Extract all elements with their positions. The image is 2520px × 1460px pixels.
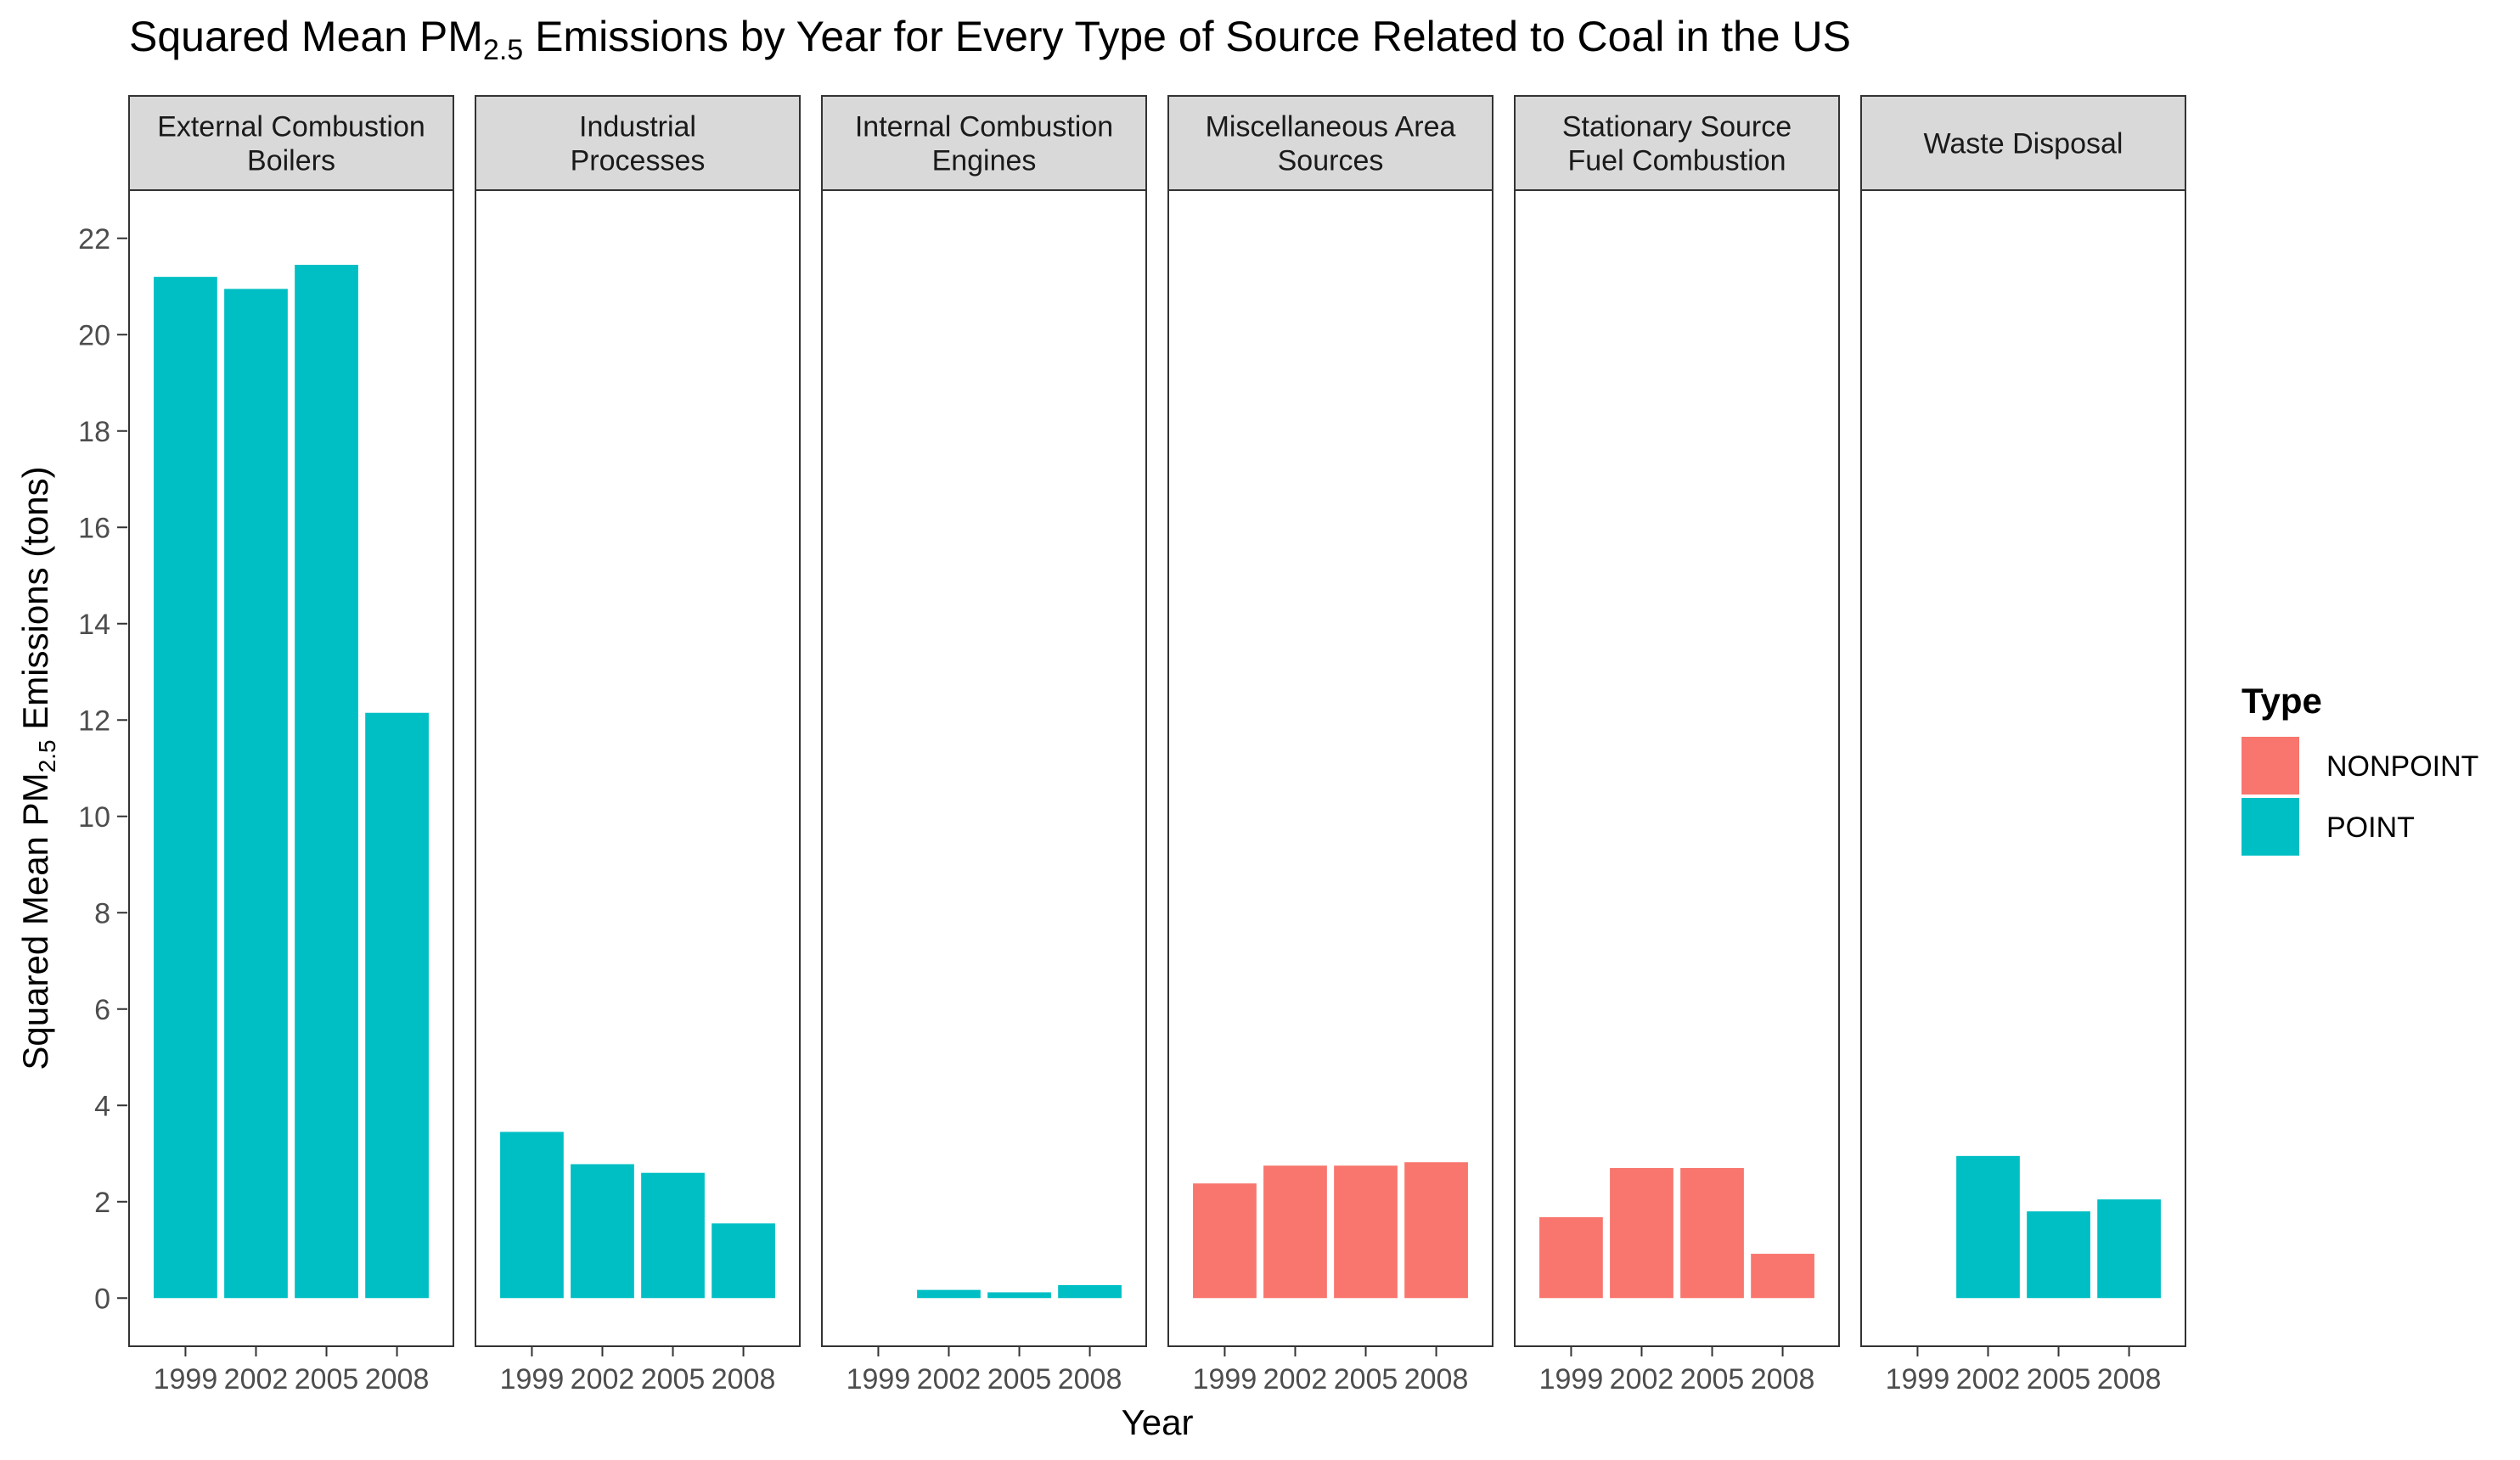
bar-point [2097, 1199, 2161, 1299]
facet-strip [1514, 95, 1840, 191]
bar-nonpoint [1334, 1165, 1398, 1299]
facet-label: Waste Disposal [1924, 128, 2123, 160]
x-tick-label: 1999 [1193, 1363, 1257, 1395]
x-tick-label: 1999 [154, 1363, 218, 1395]
x-tick-label: 2008 [1058, 1363, 1122, 1395]
y-tick-label: 20 [78, 319, 110, 351]
facet-label: Boilers [247, 145, 335, 177]
x-tick-label: 2005 [2027, 1363, 2091, 1395]
facet-panel [128, 189, 454, 1347]
legend-title: Type [2242, 681, 2322, 721]
x-tick-label: 2005 [987, 1363, 1052, 1395]
legend-key-nonpoint [2242, 737, 2299, 795]
facet-label: Processes [571, 145, 706, 177]
facet-strip [128, 95, 454, 191]
chart-title: Squared Mean PM2.5 Emissions by Year for… [129, 13, 1851, 66]
bar-nonpoint [1610, 1168, 1673, 1299]
facet-strip [1860, 95, 2186, 191]
facet-panel [821, 189, 1147, 1347]
y-tick-label: 8 [94, 897, 110, 929]
bar-point [712, 1223, 775, 1299]
x-tick-label: 1999 [500, 1363, 565, 1395]
bar-nonpoint [1539, 1216, 1603, 1299]
bar-nonpoint [1404, 1162, 1468, 1299]
y-axis-title: Squared Mean PM2.5 Emissions (tons) [15, 466, 60, 1070]
y-tick-label: 16 [78, 512, 110, 544]
bar-point [1956, 1155, 2020, 1299]
legend-key-point [2242, 798, 2299, 856]
y-tick-label: 18 [78, 416, 110, 448]
x-axis-title: Year [1122, 1402, 1194, 1442]
bar-point [641, 1172, 705, 1299]
y-tick-label: 0 [94, 1283, 110, 1315]
x-tick-label: 2002 [1263, 1363, 1328, 1395]
y-tick-label: 10 [78, 801, 110, 834]
facet-strip [1167, 95, 1493, 191]
x-tick-label: 2008 [712, 1363, 776, 1395]
facet-label: Fuel Combustion [1567, 145, 1786, 177]
facet-label: Sources [1278, 145, 1384, 177]
bar-nonpoint [1263, 1165, 1327, 1299]
facet-strip [821, 95, 1147, 191]
x-tick-label: 2002 [1610, 1363, 1674, 1395]
x-tick-label: 1999 [847, 1363, 911, 1395]
x-tick-label: 2005 [295, 1363, 359, 1395]
x-tick-label: 2008 [1751, 1363, 1815, 1395]
bar-point [917, 1289, 981, 1299]
x-tick-label: 2005 [1334, 1363, 1398, 1395]
bar-point [154, 277, 217, 1299]
y-tick-label: 22 [78, 223, 110, 256]
x-tick-label: 2002 [917, 1363, 982, 1395]
facet-label: Miscellaneous Area [1206, 111, 1456, 143]
bar-point [500, 1132, 564, 1299]
bar-point [987, 1292, 1051, 1299]
x-tick-label: 2008 [1404, 1363, 1469, 1395]
bar-point [224, 289, 288, 1299]
facet-panel [1514, 189, 1840, 1347]
legend-label: POINT [2326, 811, 2415, 844]
x-tick-label: 2008 [2097, 1363, 2162, 1395]
bar-point [295, 264, 358, 1299]
x-tick-label: 1999 [1886, 1363, 1950, 1395]
y-tick-label: 14 [78, 609, 110, 641]
y-tick-label: 4 [94, 1090, 110, 1122]
facet-label: Industrial [579, 111, 696, 143]
y-tick-label: 6 [94, 994, 110, 1026]
x-tick-label: 2002 [1956, 1363, 2021, 1395]
facet-panel [1860, 189, 2186, 1347]
facet-panel [1167, 189, 1493, 1347]
x-tick-label: 1999 [1539, 1363, 1604, 1395]
y-tick-label: 2 [94, 1187, 110, 1219]
x-tick-label: 2002 [571, 1363, 635, 1395]
bar-point [2027, 1211, 2090, 1299]
facet-label: Stationary Source [1562, 111, 1792, 143]
facet-label: External Combustion [157, 111, 425, 143]
legend-label: NONPOINT [2326, 750, 2478, 783]
y-tick-label: 12 [78, 705, 110, 737]
facet-label: Internal Combustion [855, 111, 1113, 143]
x-tick-label: 2005 [1680, 1363, 1745, 1395]
x-tick-label: 2008 [365, 1363, 430, 1395]
bar-point [571, 1164, 634, 1299]
facet-label: Engines [932, 145, 1037, 177]
x-tick-label: 2002 [224, 1363, 289, 1395]
bar-nonpoint [1680, 1168, 1744, 1299]
facet-panel [475, 189, 801, 1347]
x-tick-label: 2005 [641, 1363, 706, 1395]
bar-point [365, 712, 429, 1299]
bar-nonpoint [1193, 1183, 1257, 1299]
bar-point [1058, 1284, 1122, 1299]
bar-nonpoint [1751, 1254, 1814, 1299]
